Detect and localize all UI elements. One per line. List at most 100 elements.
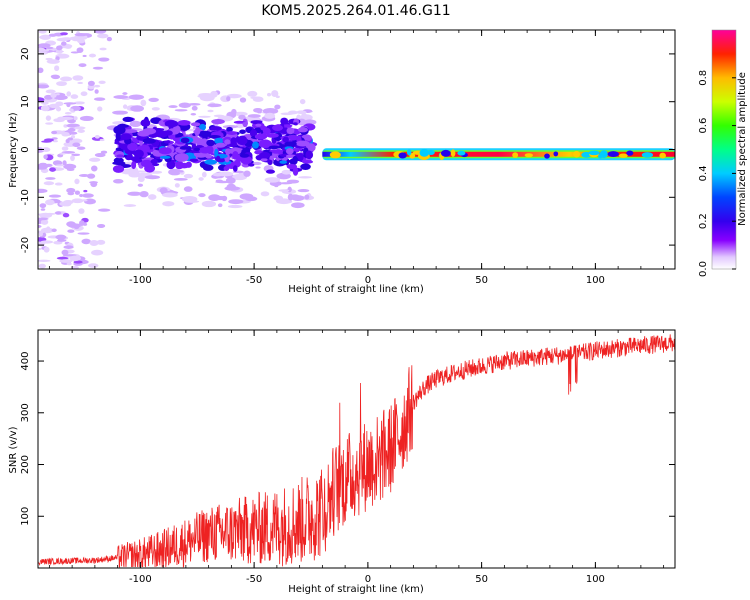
heatmap-noise-cell xyxy=(61,131,70,137)
heatmap-noise-cell xyxy=(88,53,97,58)
heatmap-haze-cell xyxy=(113,178,124,184)
heatmap-haze-cell xyxy=(210,90,218,98)
heatmap-cluster-cell xyxy=(239,153,250,158)
heatmap-noise-cell xyxy=(38,224,42,229)
colorbar-tick-label: 0.6 xyxy=(698,118,709,134)
heatmap-haze-cell xyxy=(296,114,302,121)
heatmap-noise-cell xyxy=(94,135,100,139)
heatmap-cluster-cell xyxy=(259,151,271,159)
heatmap-noise-cell xyxy=(70,155,75,162)
heatmap-noise-cell xyxy=(86,173,96,179)
heatmap-cluster-cell xyxy=(260,158,268,162)
heatmap-noise-cell xyxy=(74,33,88,37)
heatmap-noise-cell xyxy=(88,263,99,268)
heatmap-noise-cell xyxy=(71,198,84,204)
spectrogram-ylabel: Frequency (Hz) xyxy=(8,112,19,188)
heatmap-haze-cell xyxy=(217,203,223,208)
heatmap-haze-cell xyxy=(239,193,254,200)
heatmap-noise-cell xyxy=(59,259,73,263)
heatmap-haze-cell xyxy=(247,90,258,97)
heatmap-noise-cell xyxy=(99,138,105,142)
heatmap-noise-cell xyxy=(94,89,99,94)
heatmap-noise-cell xyxy=(72,75,84,81)
heatmap-noise-cell xyxy=(93,97,106,101)
heatmap-cluster-cell xyxy=(163,140,171,144)
heatmap-haze-cell xyxy=(298,176,312,179)
heatmap-noise-cell xyxy=(38,263,46,269)
heatmap-haze-cell xyxy=(276,200,293,204)
heatmap-noise-cell xyxy=(54,65,60,72)
carrier-blob xyxy=(544,153,550,159)
heatmap-noise-cell xyxy=(94,152,106,158)
heatmap-haze-cell xyxy=(274,184,279,188)
carrier-blob xyxy=(406,149,412,156)
heatmap-noise-cell xyxy=(88,157,101,162)
heatmap-noise-cell xyxy=(69,108,74,112)
heatmap-noise-cell xyxy=(40,208,46,211)
heatmap-noise-cell xyxy=(91,165,98,172)
heatmap-cluster-cell xyxy=(215,142,228,147)
heatmap-cluster-cell xyxy=(178,162,190,169)
heatmap-noise-cell xyxy=(72,142,81,148)
heatmap-cluster-cell xyxy=(250,120,263,125)
heatmap-cluster-cell xyxy=(280,117,289,125)
heatmap-noise-cell xyxy=(61,41,67,46)
heatmap-noise-cell xyxy=(79,194,84,198)
heatmap-noise-cell xyxy=(92,66,104,70)
heatmap-cluster-cell xyxy=(297,127,308,133)
heatmap-noise-cell xyxy=(38,43,51,48)
heatmap-haze-cell xyxy=(137,183,144,187)
heatmap-haze-cell xyxy=(198,177,204,181)
heatmap-haze-cell xyxy=(271,90,279,98)
heatmap-haze-cell xyxy=(264,177,281,183)
heatmap-cluster-cell xyxy=(142,137,156,144)
heatmap-haze-cell xyxy=(232,173,248,181)
heatmap-noise-cell xyxy=(51,130,58,135)
heatmap-cluster-cell xyxy=(271,149,282,154)
heatmap-noise-cell xyxy=(40,105,50,112)
snr-xlabel: Height of straight line (km) xyxy=(288,584,424,595)
heatmap-cluster-cell xyxy=(166,160,176,170)
heatmap-noise-cell xyxy=(48,194,62,198)
heatmap-noise-cell xyxy=(64,111,72,115)
snr-ytick-label: 300 xyxy=(20,403,31,422)
heatmap-cluster-cell xyxy=(239,129,246,134)
heatmap-haze-cell xyxy=(297,189,310,193)
heatmap-cluster-cell xyxy=(174,153,189,162)
heatmap-haze-cell xyxy=(174,183,180,188)
heatmap-cluster-cell xyxy=(279,160,288,164)
heatmap-noise-cell xyxy=(97,223,106,228)
spectrogram-ytick-label: -20 xyxy=(20,237,31,253)
heatmap-haze-cell xyxy=(243,170,251,177)
heatmap-haze-cell xyxy=(275,95,280,99)
heatmap-haze-cell xyxy=(251,161,262,166)
heatmap-cluster-cell xyxy=(163,130,173,136)
heatmap-noise-cell xyxy=(60,32,68,36)
figure-title: KOM5.2025.264.01.46.G11 xyxy=(261,3,450,19)
heatmap-cluster-cell xyxy=(115,131,122,141)
heatmap-cluster-cell xyxy=(198,130,212,138)
heatmap-noise-cell xyxy=(77,81,84,85)
carrier-blob xyxy=(450,149,456,157)
heatmap-noise-cell xyxy=(56,45,63,51)
heatmap-haze-cell xyxy=(233,111,248,117)
carrier-blob xyxy=(553,151,559,157)
heatmap-haze-cell xyxy=(173,178,188,181)
heatmap-noise-cell xyxy=(46,59,60,64)
heatmap-noise-cell xyxy=(55,211,62,215)
heatmap-noise-cell xyxy=(38,47,46,53)
heatmap-haze-cell xyxy=(215,179,223,183)
heatmap-haze-cell xyxy=(130,105,145,112)
heatmap-noise-cell xyxy=(55,106,62,112)
heatmap-cluster-cell xyxy=(285,148,294,155)
carrier-blob xyxy=(457,150,466,156)
heatmap-noise-cell xyxy=(71,265,79,269)
heatmap-haze-cell xyxy=(190,113,197,116)
heatmap-haze-cell xyxy=(183,173,194,179)
heatmap-haze-cell xyxy=(174,109,188,112)
heatmap-cluster-cell xyxy=(268,145,280,150)
heatmap-cluster-cell xyxy=(232,165,238,172)
heatmap-noise-cell xyxy=(63,124,68,128)
